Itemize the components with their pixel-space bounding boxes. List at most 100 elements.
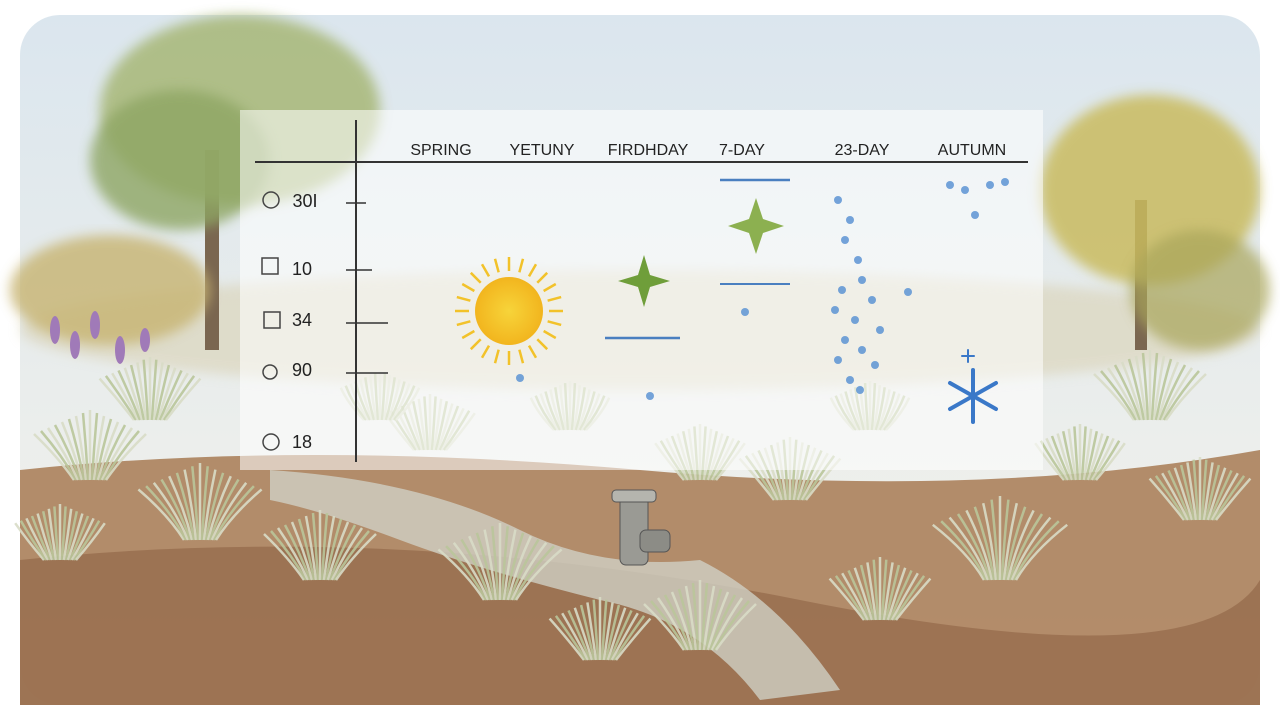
grass-blade [1215,477,1252,521]
grass-blade [322,515,336,581]
grass-blade [1158,364,1187,421]
grass-blade [615,617,652,661]
drop [841,236,849,244]
grass-blade [150,359,158,421]
sun-ray [469,338,482,351]
grass-blade [328,524,357,581]
sun-ray [469,271,482,284]
leaf-icon [618,198,784,307]
grass-blade [1008,513,1044,581]
grass-blade [67,418,86,481]
grass-blade [263,533,306,581]
grass-blade [612,615,646,661]
drop [851,316,859,324]
grass-blade [828,577,865,621]
grass-blade [1100,370,1138,421]
row-label: 18 [292,432,312,452]
grass-blade [514,548,563,601]
grass-blade [886,567,907,621]
grass-blade [137,488,186,541]
sun-ray [536,338,549,351]
grass-blade [706,591,730,651]
grass-blade [504,532,525,601]
grass-blade [841,572,870,621]
grass-blade [1212,475,1246,521]
grass-blade [1206,467,1227,521]
grass-blade [66,513,84,561]
grass-blade [700,582,709,651]
grass-blade [1127,358,1146,421]
grass-blade [859,564,876,621]
grass-blade [483,529,498,601]
grass-blade [1045,437,1070,481]
grass-blade [1004,506,1027,581]
drop [838,286,846,294]
sun-ray [480,345,491,359]
drop [876,326,884,334]
grass-blade [512,545,555,601]
grass-blade [332,530,370,581]
row-label: 34 [292,310,312,330]
grass-blade [1088,435,1110,481]
grass-blade [445,545,488,601]
grass-blade [1014,523,1068,581]
grass-blade [160,372,189,421]
grass-blade [74,415,88,481]
grass-blade [60,506,67,561]
grass-blade [36,513,54,561]
grass-blade [1113,364,1142,421]
grass-blade [990,499,1000,581]
grass-blade [610,612,639,661]
grass-blade [1000,499,1010,581]
grass-blade [156,367,177,421]
grass-blade [567,609,592,661]
sun-ray [480,263,491,277]
grass-blade [1156,361,1180,421]
grass-blade [853,567,874,621]
grass-blade [104,375,138,421]
grass-blade [502,529,517,601]
grass-blade [608,609,633,661]
grass-blade [606,607,627,661]
grass-blade [600,599,608,661]
grass-blade [165,377,202,421]
grass-blade [162,375,196,421]
grass-blade [643,603,686,651]
grass-blade [1204,464,1221,521]
sun-ray [518,349,525,364]
grass-blade [30,515,52,561]
grass-blade [75,522,106,561]
grass-blade [573,607,594,661]
sun-icon [455,257,563,365]
grass-blade [96,421,120,481]
drop [831,306,839,314]
grass-blade [880,559,888,621]
drop [868,296,876,304]
grass-blade [834,575,868,621]
schedule-panel: SPRING YETUNY FIRDHDAY 7-DAY 23-DAY AUTU… [240,110,1043,470]
grass-blade [452,542,490,601]
grass-blade [297,518,316,581]
grass-blade [41,510,56,561]
grass-blade [1012,520,1060,581]
grass-blade [656,597,690,651]
grass-blade [1160,367,1194,421]
drop [834,196,842,204]
drop [961,186,969,194]
drop [841,336,849,344]
grass-blade [311,512,320,581]
grass-blade [460,538,492,601]
grass-blade [152,482,190,541]
grass-blade [704,588,723,651]
grass-blade [53,424,82,481]
grass-blade [1192,459,1200,521]
grass-blade [60,421,84,481]
grass-blade [123,367,144,421]
grass-blade [677,588,696,651]
grass-blade [1164,373,1207,421]
grass-blade [168,475,194,541]
grass-blade [324,518,343,581]
drop [858,346,866,354]
drop [834,356,842,364]
grass-blade [206,475,232,541]
